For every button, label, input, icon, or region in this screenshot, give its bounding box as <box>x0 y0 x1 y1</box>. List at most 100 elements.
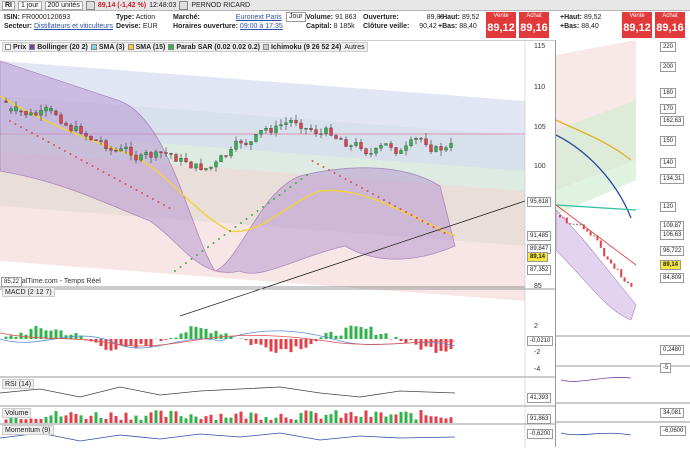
candle-body <box>360 142 363 148</box>
candle-body <box>250 142 253 145</box>
volume-bar <box>100 418 103 423</box>
candle-body <box>450 143 453 147</box>
volume-bar <box>65 415 68 423</box>
macd-bar <box>380 334 383 339</box>
main-chart[interactable]: Prix Bollinger (20 2) SMA (3) SMA (15) P… <box>0 40 555 447</box>
volume-bar <box>115 416 118 423</box>
indicator-legend[interactable]: Prix Bollinger (20 2) SMA (3) SMA (15) P… <box>2 42 368 52</box>
momentum-line <box>0 433 455 441</box>
side-candle <box>617 269 619 270</box>
side-candle <box>573 224 575 225</box>
sar-dot <box>81 159 83 161</box>
side-candle <box>569 223 571 224</box>
candle-body <box>125 147 128 149</box>
sar-dot <box>372 193 374 195</box>
candle-body <box>30 113 33 115</box>
volume-bar <box>45 417 48 423</box>
sar-dot <box>15 123 17 125</box>
sar-dot <box>350 181 352 183</box>
candle-body <box>205 168 208 169</box>
macd-bar <box>355 326 358 339</box>
rsi-legend[interactable]: RSI (14) <box>2 379 34 389</box>
units-selector[interactable]: 200 unités <box>45 1 83 10</box>
macd-legend[interactable]: MACD (2 12 7) <box>2 287 55 297</box>
sar-dot <box>295 182 297 184</box>
macd-bar <box>270 339 273 351</box>
volume-bar <box>95 412 98 423</box>
macd-bar <box>145 339 148 346</box>
sar-dot <box>339 175 341 177</box>
macd-bar <box>305 339 308 348</box>
sar-dot <box>92 165 94 167</box>
sector-link[interactable]: Distillateurs et viticulteurs <box>34 23 113 30</box>
macd-bar <box>365 329 368 339</box>
volume-bar <box>375 412 378 423</box>
volume-bar <box>260 420 263 423</box>
candle-body <box>355 142 358 145</box>
side-candle <box>566 217 568 223</box>
volume-bar <box>165 417 168 423</box>
candle-body <box>95 140 98 141</box>
instrument-icon <box>179 1 188 10</box>
autres-button[interactable]: Autres <box>344 44 364 51</box>
candle-body <box>70 125 73 130</box>
sar-dot <box>400 208 402 210</box>
volume-bar <box>310 411 313 423</box>
volume-bar <box>335 410 338 423</box>
macd-bar <box>170 338 173 339</box>
symbol-selector[interactable]: RI <box>2 1 15 10</box>
sar-dot <box>356 184 358 186</box>
period-tab[interactable]: Jour <box>286 12 306 22</box>
sar-dot <box>147 195 149 197</box>
quote-time: 12:48:03 <box>149 2 176 9</box>
volume-legend[interactable]: Volume <box>2 408 31 418</box>
macd-bar <box>295 339 298 346</box>
volume-bar <box>410 413 413 423</box>
sar-dot <box>119 180 121 182</box>
macd-bar <box>410 339 413 340</box>
volume-bar <box>285 417 288 423</box>
volume-bar <box>345 413 348 423</box>
timeframe-selector[interactable]: 1 jour <box>18 1 42 10</box>
macd-bar <box>350 326 353 339</box>
candle-body <box>165 153 168 154</box>
macd-bar <box>55 329 58 339</box>
sar-dot <box>427 223 429 225</box>
macd-bar <box>130 339 133 345</box>
candle-body <box>100 141 103 142</box>
volume-bar <box>90 416 93 423</box>
macd-bar <box>205 329 208 339</box>
macd-bar <box>185 332 188 339</box>
momentum-legend[interactable]: Momentum (9) <box>2 425 54 435</box>
candle-body <box>225 156 228 157</box>
volume-bar <box>5 419 8 423</box>
macd-bar <box>335 336 338 339</box>
candle-body <box>385 144 388 146</box>
volume-bar <box>60 416 63 423</box>
sar-dot <box>438 229 440 231</box>
side-axis-label: 162,63 <box>660 116 684 126</box>
side-axis-label: 220 <box>660 42 676 52</box>
macd-bar <box>285 339 288 349</box>
volume-bar <box>405 412 408 423</box>
market-link[interactable]: Euronext Paris <box>236 14 282 21</box>
hours-link[interactable]: 09:00 à 17:35 <box>240 23 283 30</box>
side-axis-label: 89,14 <box>660 260 681 270</box>
candle-body <box>65 123 68 125</box>
side-sub-label: -5 <box>660 363 671 373</box>
sar-dot <box>246 218 248 220</box>
macd-bar <box>160 339 163 341</box>
sar-dot <box>163 204 165 206</box>
axis-tag: 91,485 <box>527 231 551 241</box>
volume-bar <box>145 416 148 423</box>
settings-icon[interactable] <box>86 1 95 10</box>
macd-bar <box>450 339 453 349</box>
candle-body <box>75 126 78 130</box>
candle-body <box>265 128 268 130</box>
macd-bar <box>360 327 363 339</box>
